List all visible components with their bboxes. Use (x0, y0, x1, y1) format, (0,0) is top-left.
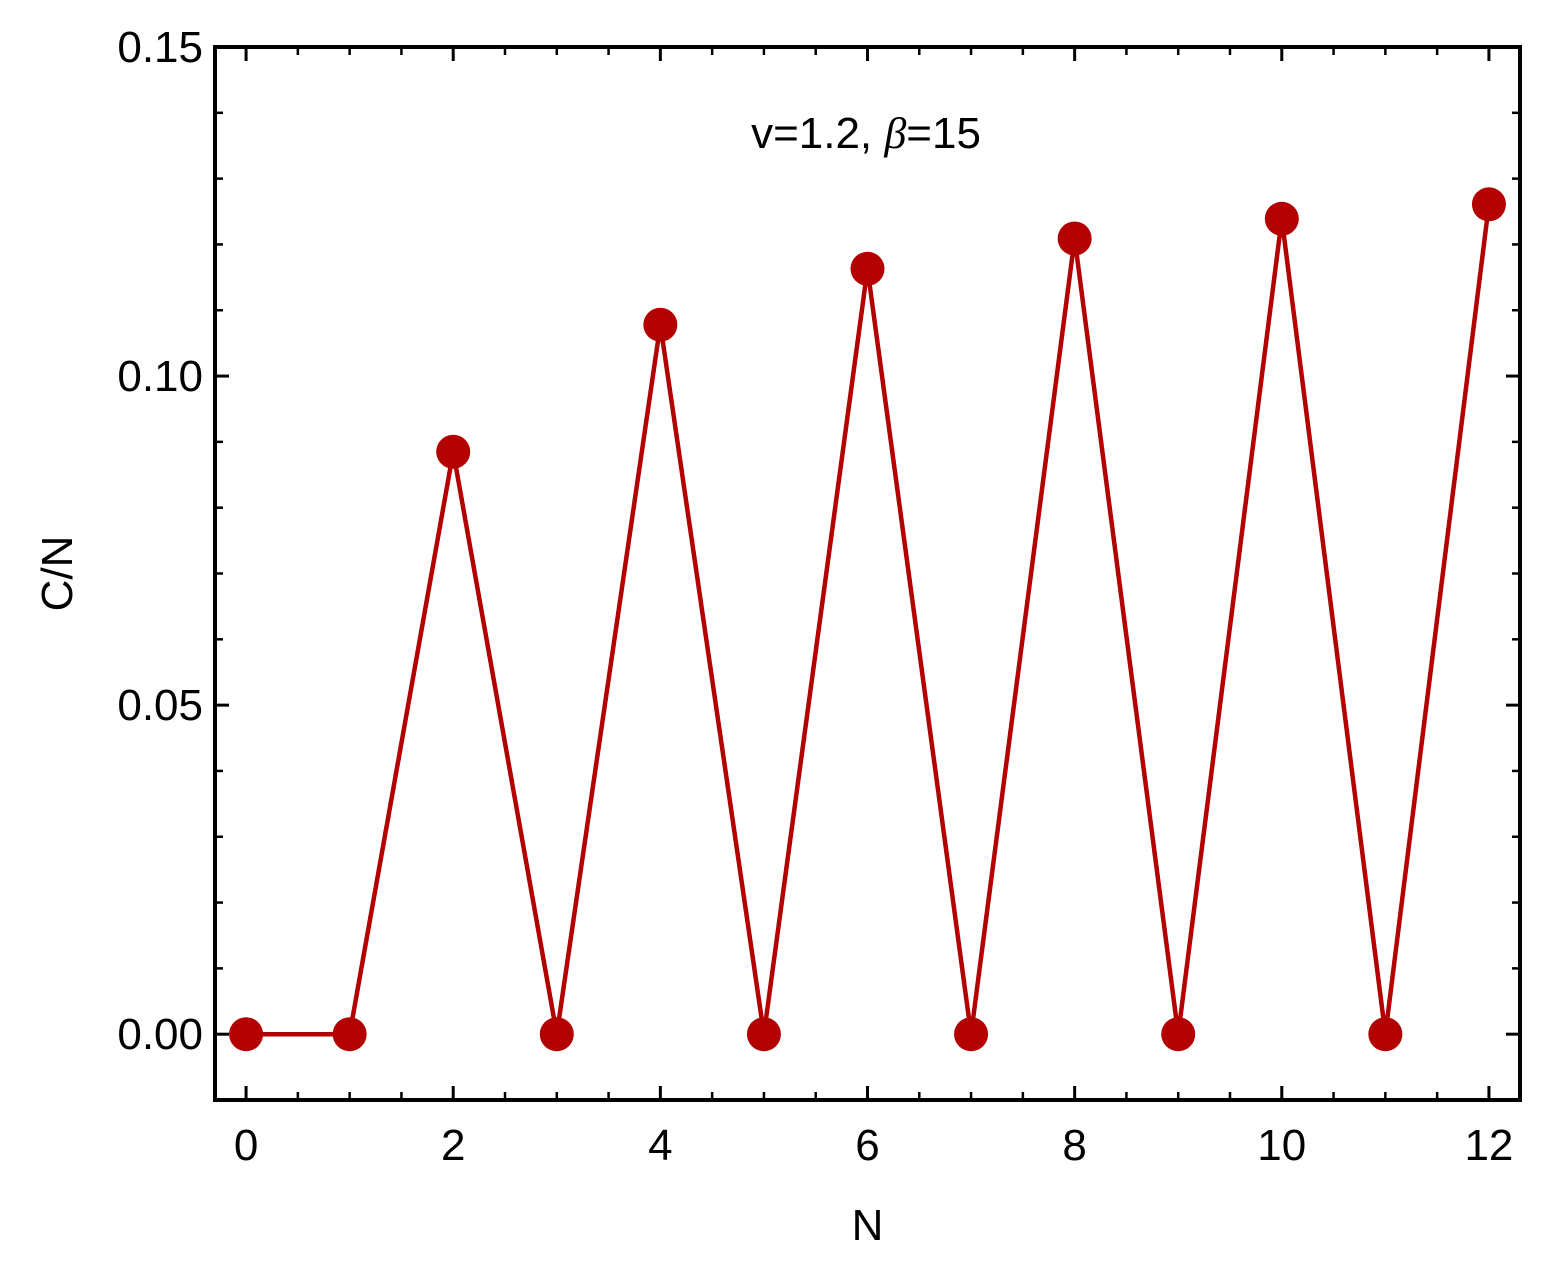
data-point (850, 251, 885, 286)
x-tick-label: 6 (855, 1121, 879, 1170)
data-point (954, 1017, 989, 1052)
data-point (332, 1017, 367, 1052)
x-tick-label: 12 (1464, 1121, 1513, 1170)
y-tick-label: 0.15 (117, 23, 203, 72)
tick-labels: 0 2 4 6 8 10 12 0.00 0.05 0.10 0.15 (117, 23, 1513, 1170)
x-tick-label: 4 (648, 1121, 672, 1170)
data-point (1057, 221, 1092, 256)
x-tick-label: 10 (1257, 1121, 1306, 1170)
y-tick-label: 0.05 (117, 681, 203, 730)
x-tick-label: 2 (441, 1121, 465, 1170)
series-line (246, 204, 1492, 1037)
annotation-prefix: v=1.2, (751, 109, 884, 158)
data-point (643, 307, 678, 342)
annotation-symbol: β (883, 109, 906, 158)
data-point (436, 434, 471, 469)
series (229, 187, 1506, 1052)
x-axis-label: N (852, 1201, 884, 1250)
y-tick-label: 0.10 (117, 352, 203, 401)
y-axis-label: C/N (33, 536, 82, 612)
data-point (1264, 201, 1299, 236)
data-point (539, 1017, 574, 1052)
data-point (746, 1017, 781, 1052)
data-point (229, 1017, 264, 1052)
annotation-suffix: =15 (906, 109, 981, 158)
data-point (1471, 187, 1506, 222)
x-tick-label: 0 (234, 1121, 258, 1170)
annotation: v=1.2, β=15 (751, 109, 981, 158)
y-tick-label: 0.00 (117, 1010, 203, 1059)
data-point (1368, 1017, 1403, 1052)
plot-frame (213, 45, 1522, 1102)
tick-marks (215, 45, 1520, 1100)
data-point (1161, 1017, 1196, 1052)
x-tick-label: 8 (1062, 1121, 1086, 1170)
